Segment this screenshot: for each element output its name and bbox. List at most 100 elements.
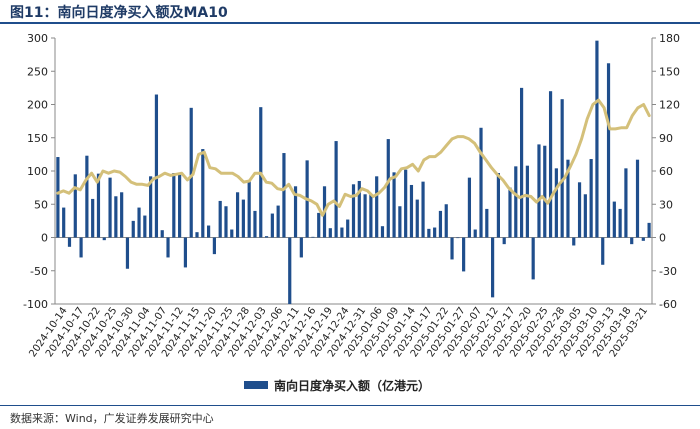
bar (207, 226, 210, 238)
legend-label: 南向日度净买入额（亿港元） (274, 378, 430, 393)
bar (375, 176, 378, 237)
bar (537, 144, 540, 237)
bar (619, 209, 622, 238)
y2-tick-label: 120 (659, 99, 680, 112)
bar (416, 200, 419, 238)
bar (137, 208, 140, 238)
bar (607, 63, 610, 237)
bar (329, 228, 332, 237)
bar (497, 173, 500, 238)
y2-tick-label: 90 (659, 132, 673, 145)
bar (62, 208, 65, 238)
y-tick-label: 150 (27, 132, 48, 145)
bar (91, 199, 94, 238)
bar (195, 232, 198, 237)
bar (85, 156, 88, 238)
bar (132, 221, 135, 238)
bar (404, 170, 407, 238)
bar (508, 188, 511, 238)
y2-tick-label: 180 (659, 32, 680, 45)
bar (161, 230, 164, 237)
bar (584, 194, 587, 237)
bar (126, 238, 129, 269)
bar (387, 139, 390, 237)
bar (445, 204, 448, 237)
bar (166, 238, 169, 258)
bar (74, 174, 77, 237)
bar (230, 230, 233, 238)
bar (108, 178, 111, 238)
bar (503, 238, 506, 245)
bar (526, 166, 529, 238)
y-tick-label: 300 (27, 32, 48, 45)
bar (317, 213, 320, 238)
bar (103, 238, 106, 241)
bar (630, 238, 633, 245)
bar (143, 216, 146, 238)
bar (561, 99, 564, 237)
source-note: 数据来源：Wind，广发证券发展研究中心 (10, 410, 214, 426)
bar (352, 184, 355, 237)
bar (114, 196, 117, 237)
bar (311, 237, 314, 238)
legend-swatch (244, 381, 268, 389)
bar (271, 214, 274, 238)
bar (485, 209, 488, 238)
y-tick-label: -50 (30, 265, 48, 278)
bar (595, 41, 598, 238)
bar (363, 194, 366, 237)
y2-tick-label: 30 (659, 198, 673, 211)
bar (578, 182, 581, 237)
bar (79, 238, 82, 258)
bar (242, 200, 245, 238)
bottom-rule (0, 405, 700, 406)
bar (346, 220, 349, 238)
bar (421, 182, 424, 238)
bar (601, 238, 604, 265)
y-tick-label: 200 (27, 99, 48, 112)
bar (491, 238, 494, 298)
bar (520, 88, 523, 238)
bar (277, 206, 280, 238)
bar (514, 166, 517, 237)
bar (532, 238, 535, 280)
y-tick-label: 0 (41, 232, 48, 245)
bar (288, 238, 291, 305)
bar (369, 194, 372, 237)
bar (265, 236, 268, 237)
bar (543, 146, 546, 238)
bar (248, 180, 251, 237)
bar (392, 172, 395, 237)
bar (213, 238, 216, 255)
y2-tick-label: 0 (659, 232, 666, 245)
bar (648, 223, 651, 238)
bar (398, 206, 401, 237)
y2-tick-label: -30 (659, 265, 677, 278)
bar (474, 230, 477, 238)
bar (56, 157, 59, 237)
bar (555, 168, 558, 237)
y-tick-label: 100 (27, 165, 48, 178)
bar (381, 226, 384, 237)
bar (236, 192, 239, 237)
bar (450, 238, 453, 260)
y2-tick-label: -60 (659, 298, 677, 311)
bar (613, 202, 616, 238)
bar (636, 160, 639, 238)
bar (479, 128, 482, 238)
bar (462, 238, 465, 272)
bar (300, 238, 303, 258)
bar (253, 211, 256, 238)
bar (642, 238, 645, 241)
bar (468, 178, 471, 238)
bar (155, 95, 158, 238)
y2-tick-label: 60 (659, 165, 673, 178)
bar (120, 192, 123, 237)
bar (456, 238, 459, 239)
bar (590, 159, 593, 237)
bar (68, 238, 71, 247)
bar (282, 153, 285, 237)
bar (184, 238, 187, 268)
bar (178, 173, 181, 238)
bar (340, 228, 343, 238)
